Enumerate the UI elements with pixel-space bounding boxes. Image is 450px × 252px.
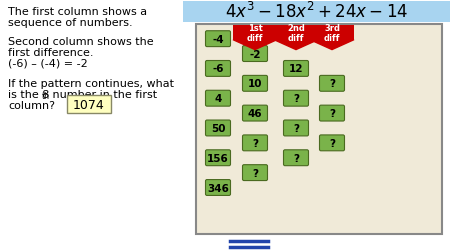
FancyBboxPatch shape [284,120,309,136]
FancyBboxPatch shape [284,61,309,77]
FancyBboxPatch shape [243,165,267,181]
Text: is the 8: is the 8 [8,90,50,100]
FancyBboxPatch shape [206,180,230,196]
Polygon shape [233,41,277,50]
FancyBboxPatch shape [243,46,267,62]
Text: first difference.: first difference. [8,47,94,57]
Polygon shape [274,41,318,50]
Text: If the pattern continues, what: If the pattern continues, what [8,79,174,89]
Text: 1074: 1074 [73,98,105,111]
FancyBboxPatch shape [274,26,318,41]
Text: 2nd
diff: 2nd diff [287,23,305,43]
Text: ?: ? [252,138,258,148]
Text: 3rd
diff: 3rd diff [324,23,340,43]
Text: ?: ? [293,153,299,163]
FancyBboxPatch shape [320,135,345,151]
Text: -6: -6 [212,64,224,74]
Polygon shape [310,41,354,50]
Text: ?: ? [293,94,299,104]
Text: 1st
diff: 1st diff [247,23,263,43]
FancyBboxPatch shape [310,26,354,41]
FancyBboxPatch shape [243,76,267,92]
Text: ?: ? [252,168,258,178]
FancyBboxPatch shape [206,120,230,136]
FancyBboxPatch shape [196,25,442,234]
FancyBboxPatch shape [183,2,450,23]
Text: 50: 50 [211,123,225,134]
Text: 12: 12 [289,64,303,74]
Text: 156: 156 [207,153,229,163]
Text: th: th [41,92,50,101]
Text: Second column shows the: Second column shows the [8,37,153,47]
FancyBboxPatch shape [67,96,111,114]
Text: 346: 346 [207,183,229,193]
FancyBboxPatch shape [284,150,309,166]
FancyBboxPatch shape [243,106,267,121]
Text: ?: ? [329,138,335,148]
FancyBboxPatch shape [206,150,230,166]
FancyBboxPatch shape [320,106,345,121]
Text: (-6) – (-4) = -2: (-6) – (-4) = -2 [8,58,88,68]
Text: 46: 46 [248,109,262,119]
FancyBboxPatch shape [206,61,230,77]
Text: -2: -2 [249,49,261,59]
FancyBboxPatch shape [320,76,345,92]
FancyBboxPatch shape [206,91,230,107]
Text: 4: 4 [214,94,222,104]
Text: -4: -4 [212,35,224,45]
Text: ?: ? [293,123,299,134]
Text: ?: ? [329,109,335,119]
Text: sequence of numbers.: sequence of numbers. [8,18,133,28]
FancyBboxPatch shape [206,32,230,47]
FancyBboxPatch shape [243,135,267,151]
Text: $4x^3 - 18x^2 + 24x - 14$: $4x^3 - 18x^2 + 24x - 14$ [225,2,408,22]
Text: 10: 10 [248,79,262,89]
Text: column?: column? [8,101,55,111]
Text: number in the first: number in the first [49,90,157,100]
FancyBboxPatch shape [233,26,277,41]
Text: ?: ? [329,79,335,89]
Text: The first column shows a: The first column shows a [8,7,147,17]
FancyBboxPatch shape [284,91,309,107]
